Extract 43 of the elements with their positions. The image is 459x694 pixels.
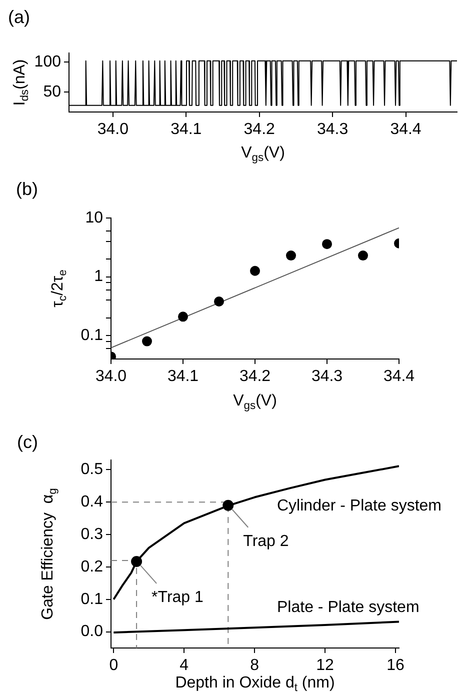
x-tick-label: 34.4 [383, 368, 415, 386]
series-label: Plate - Plate system [277, 599, 420, 616]
x-tick-label: 34.0 [97, 121, 129, 138]
y-tick-label: 1 [94, 268, 104, 286]
y-axis-title: Ids(nA) [11, 59, 31, 106]
y-tick-label: 10 [85, 209, 104, 226]
chart-title: (c) [17, 432, 38, 452]
chart-title: (b) [16, 178, 38, 199]
x-tick-label: 34.3 [316, 121, 348, 138]
y-axis-title: τc/2τe [49, 270, 69, 308]
x-tick-label: 34.1 [167, 368, 199, 386]
x-tick-label: 34.2 [244, 121, 276, 138]
y-tick-label: 50 [43, 84, 62, 101]
y-tick-label: 100 [34, 53, 62, 70]
chart-title: (a) [8, 6, 30, 27]
x-tick-label: 34.2 [239, 368, 271, 386]
point [250, 266, 260, 276]
y-tick-label: 0.4 [80, 494, 104, 511]
annotation: Trap 2 [243, 532, 289, 550]
y-tick-label: 0.1 [80, 327, 104, 344]
x-tick-label: 0 [109, 657, 118, 674]
annotation: *Trap 1 [152, 588, 204, 606]
point [358, 250, 368, 261]
x-tick-label: 4 [180, 657, 189, 674]
x-tick-label: 34.0 [95, 368, 127, 386]
point [322, 239, 332, 250]
point [214, 296, 224, 307]
y-tick-label: 0.5 [80, 461, 104, 478]
y-axis-title: Gate Efficiency αg [39, 488, 59, 620]
x-tick-label: 16 [386, 657, 404, 674]
x-tick-label: 12 [316, 657, 334, 674]
x-tick-label: 34.3 [311, 368, 343, 386]
y-tick-label: 0.2 [80, 558, 104, 576]
x-tick-label: 8 [250, 657, 260, 674]
point [178, 312, 188, 322]
point [142, 336, 152, 346]
y-tick-label: 0.3 [80, 526, 104, 543]
x-tick-label: 34.4 [390, 121, 422, 138]
y-tick-label: 0.1 [80, 590, 104, 608]
point [286, 250, 296, 261]
series-label: Cylinder - Plate system [277, 498, 442, 515]
x-tick-label: 34.1 [170, 121, 202, 138]
y-tick-label: 0.0 [80, 623, 104, 640]
